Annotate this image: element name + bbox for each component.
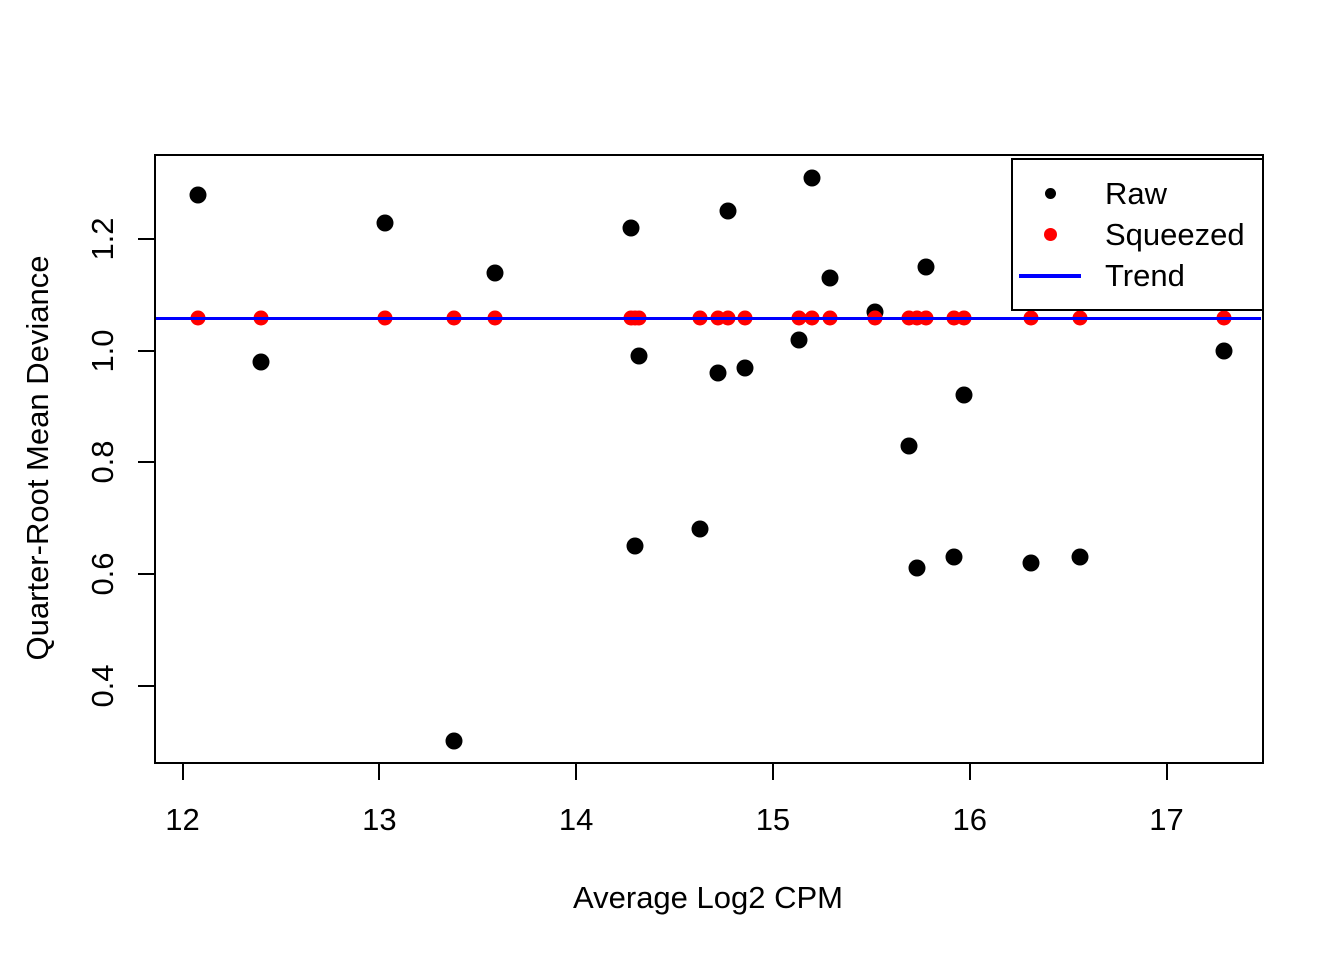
x-tick — [181, 764, 184, 780]
trend-line-icon — [1019, 273, 1081, 278]
y-tick — [138, 684, 154, 687]
raw-point — [252, 353, 270, 371]
raw-point — [1071, 548, 1089, 566]
y-axis-title: Quarter-Root Mean Deviance — [20, 255, 55, 661]
y-tick — [138, 349, 154, 352]
raw-point — [622, 219, 640, 237]
y-tick — [138, 572, 154, 575]
legend-label-raw: Raw — [1105, 175, 1168, 211]
x-tick — [968, 764, 971, 780]
raw-point — [445, 732, 463, 750]
legend-marker-cell — [1013, 228, 1087, 241]
legend-label-trend: Trend — [1105, 257, 1185, 293]
raw-point — [803, 169, 821, 187]
x-tick — [378, 764, 381, 780]
raw-point — [626, 537, 644, 555]
legend-label-squeezed: Squeezed — [1105, 216, 1245, 252]
raw-point — [719, 202, 737, 220]
raw-point — [790, 331, 808, 349]
trend-line — [156, 316, 1261, 320]
raw-point — [1022, 554, 1040, 572]
x-tick — [1165, 764, 1168, 780]
x-tick-label: 13 — [362, 802, 397, 837]
raw-point — [900, 437, 918, 455]
raw-point — [945, 548, 963, 566]
y-tick-label: 0.6 — [85, 552, 120, 596]
raw-point — [709, 364, 727, 382]
y-tick — [138, 461, 154, 464]
raw-point — [908, 559, 926, 577]
raw-point — [189, 186, 207, 204]
raw-point — [821, 269, 839, 287]
y-tick-label: 1.0 — [85, 329, 120, 373]
raw-point — [736, 359, 754, 377]
squeezed-point-icon — [1043, 228, 1057, 241]
raw-point — [955, 386, 973, 404]
x-tick — [771, 764, 774, 780]
raw-point — [691, 520, 709, 538]
raw-point — [630, 347, 648, 365]
raw-point-icon — [1044, 188, 1056, 199]
legend: Raw Squeezed Trend — [1011, 158, 1264, 311]
x-tick-label: 17 — [1149, 802, 1184, 837]
legend-item-raw: Raw — [1013, 173, 1262, 214]
x-tick-label: 14 — [558, 802, 594, 837]
raw-point — [376, 214, 394, 231]
legend-marker-cell — [1013, 273, 1087, 278]
x-tick — [575, 764, 578, 780]
raw-point — [1215, 342, 1233, 360]
legend-item-trend: Trend — [1013, 255, 1262, 296]
legend-item-squeezed: Squeezed — [1013, 214, 1262, 255]
x-tick-label: 15 — [755, 802, 791, 837]
y-tick-label: 0.8 — [85, 440, 120, 484]
y-tick-label: 0.4 — [85, 664, 120, 708]
x-axis-title: Average Log2 CPM — [573, 880, 843, 915]
y-tick-label: 1.2 — [85, 217, 120, 261]
y-tick — [138, 238, 154, 241]
raw-point — [917, 258, 935, 276]
raw-point — [486, 264, 504, 282]
x-tick-label: 16 — [952, 802, 987, 837]
legend-marker-cell — [1013, 188, 1087, 199]
x-tick-label: 12 — [165, 802, 200, 837]
